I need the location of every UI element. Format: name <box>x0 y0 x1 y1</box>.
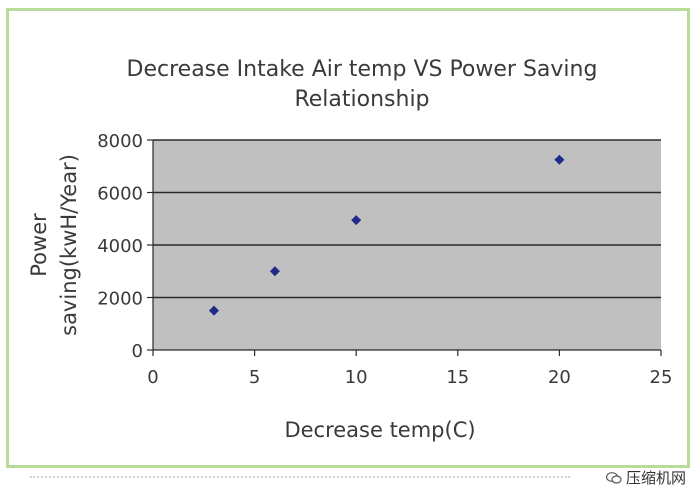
data-points <box>208 154 565 316</box>
x-tick-label-25: 25 <box>650 367 673 388</box>
y-tick-labels: 0 2000 4000 6000 8000 <box>97 131 143 362</box>
data-point-1 <box>208 305 219 316</box>
y-tick-label-8000: 8000 <box>97 131 143 152</box>
wechat-icon <box>605 471 622 484</box>
x-tick-label-5: 5 <box>249 367 260 388</box>
x-tick-label-0: 0 <box>147 367 158 388</box>
chart-title-line-2: Relationship <box>294 87 429 112</box>
data-point-2 <box>269 266 280 277</box>
x-tick-labels: 0 5 10 15 20 25 <box>147 367 672 388</box>
chart-title-line-1: Decrease Intake Air temp VS Power Saving <box>127 57 598 82</box>
watermark-text: 压缩机网 <box>625 469 686 487</box>
y-axis-label-line-1: Power <box>27 213 51 277</box>
grid-lines <box>153 139 661 299</box>
x-axis-label: Decrease temp(C) <box>284 418 475 442</box>
y-axis-label-line-2: saving(kwH/Year) <box>57 154 81 336</box>
y-tick-label-2000: 2000 <box>97 289 143 310</box>
x-tick-label-20: 20 <box>548 367 571 388</box>
data-point-3 <box>351 215 362 226</box>
x-tick-label-15: 15 <box>446 367 469 388</box>
dotted-separator <box>30 476 570 478</box>
y-tick-label-0: 0 <box>132 341 143 362</box>
data-point-4 <box>554 154 565 165</box>
y-tick-label-6000: 6000 <box>97 184 143 205</box>
axes <box>147 139 662 356</box>
y-tick-label-4000: 4000 <box>97 236 143 257</box>
watermark: 压缩机网 <box>605 467 686 488</box>
x-tick-label-10: 10 <box>345 367 368 388</box>
